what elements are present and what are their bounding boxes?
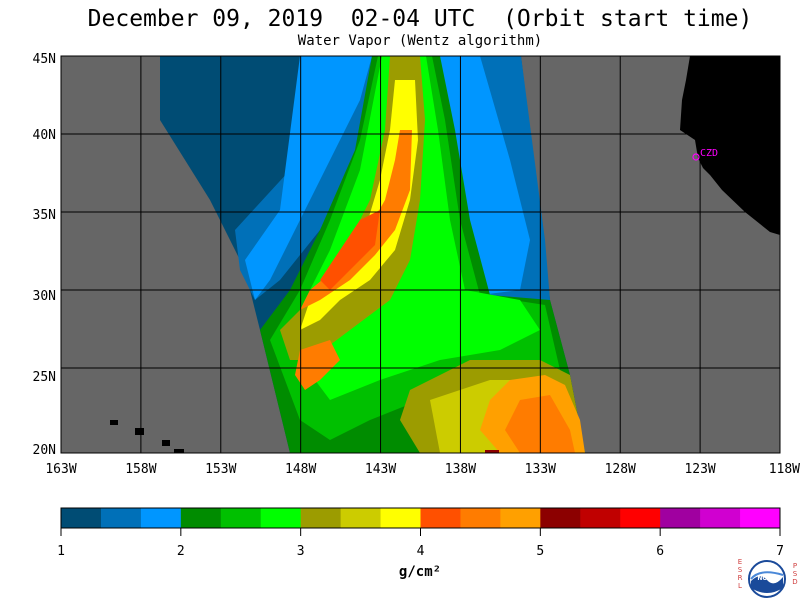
station-label: CZD	[700, 148, 718, 159]
colorbar-cell	[380, 508, 421, 528]
colorbar-tick-label: 6	[656, 544, 665, 559]
colorbar-cell	[420, 508, 461, 528]
logo-emblem-text: NOAA	[757, 575, 777, 582]
colorbar-cell	[500, 508, 541, 528]
land-island-hawaii	[174, 449, 184, 453]
longitude-label: 118W	[768, 462, 800, 477]
colorbar-tick-label: 7	[776, 544, 784, 559]
map-subtitle: Water Vapor (Wentz algorithm)	[297, 33, 543, 49]
land-island-maui	[162, 440, 170, 446]
noaa-emblem-icon: NOAA	[748, 560, 786, 598]
colorbar-cell	[740, 508, 781, 528]
latitude-label: 40N	[32, 128, 56, 143]
graticule	[61, 56, 780, 453]
station-marker: CZD	[692, 148, 718, 161]
swath-region-darkred	[485, 450, 499, 453]
latitude-label: 30N	[32, 289, 56, 304]
latitude-label: 25N	[32, 370, 56, 385]
colorbar-units: g/cm²	[398, 564, 442, 580]
colorbar-tick-label: 3	[296, 544, 305, 559]
colorbar-cell	[460, 508, 501, 528]
longitude-label: 123W	[684, 462, 716, 477]
colorbar-cell	[300, 508, 342, 528]
colorbar-cell	[61, 508, 102, 528]
plot-frame	[60, 55, 781, 454]
colorbar-cell	[140, 508, 182, 528]
longitude-label: 128W	[604, 462, 636, 477]
colorbar-frame	[60, 507, 781, 529]
colorbar-cell	[220, 508, 262, 528]
swath-region-yellow	[300, 80, 418, 330]
swath-region-olive	[280, 56, 425, 360]
swath-region-blue-west	[245, 56, 372, 300]
longitude-label: 133W	[524, 462, 556, 477]
colorbar-cell	[540, 508, 581, 528]
longitude-label: 143W	[364, 462, 397, 477]
colorbar-tick-label: 1	[57, 544, 65, 559]
colorbar-cell	[180, 508, 222, 528]
land-island-kauai	[110, 420, 118, 425]
latitude-label: 35N	[32, 208, 56, 223]
swath-region-orange-west	[320, 210, 380, 290]
swath-region-orange-sw	[295, 340, 340, 390]
latitude-label: 45N	[32, 52, 56, 67]
colorbar-tick-label: 5	[536, 544, 545, 559]
longitude-label: 148W	[285, 462, 317, 477]
colorbar-cell	[100, 508, 142, 528]
colorbar-cell	[580, 508, 621, 528]
colorbar-cell	[660, 508, 701, 528]
latitude-label: 20N	[32, 443, 56, 458]
colorbar	[60, 508, 781, 536]
longitude-label: 138W	[444, 462, 477, 477]
colorbar-cell	[340, 508, 382, 528]
colorbar-cell	[620, 508, 661, 528]
longitude-label: 158W	[125, 462, 157, 477]
longitude-label: 163W	[45, 462, 77, 477]
swath-region-orange	[300, 130, 412, 310]
colorbar-tick-label: 2	[176, 544, 185, 559]
longitude-label: 153W	[205, 462, 237, 477]
map-title: December 09, 2019 02-04 UTC (Orbit start…	[87, 6, 753, 32]
land-island-oahu	[135, 428, 144, 435]
land-california	[680, 56, 780, 235]
colorbar-tick-label: 4	[416, 544, 425, 559]
swath-region-blue-east	[430, 56, 530, 295]
colorbar-cell	[700, 508, 741, 528]
colorbar-cell	[260, 508, 302, 528]
